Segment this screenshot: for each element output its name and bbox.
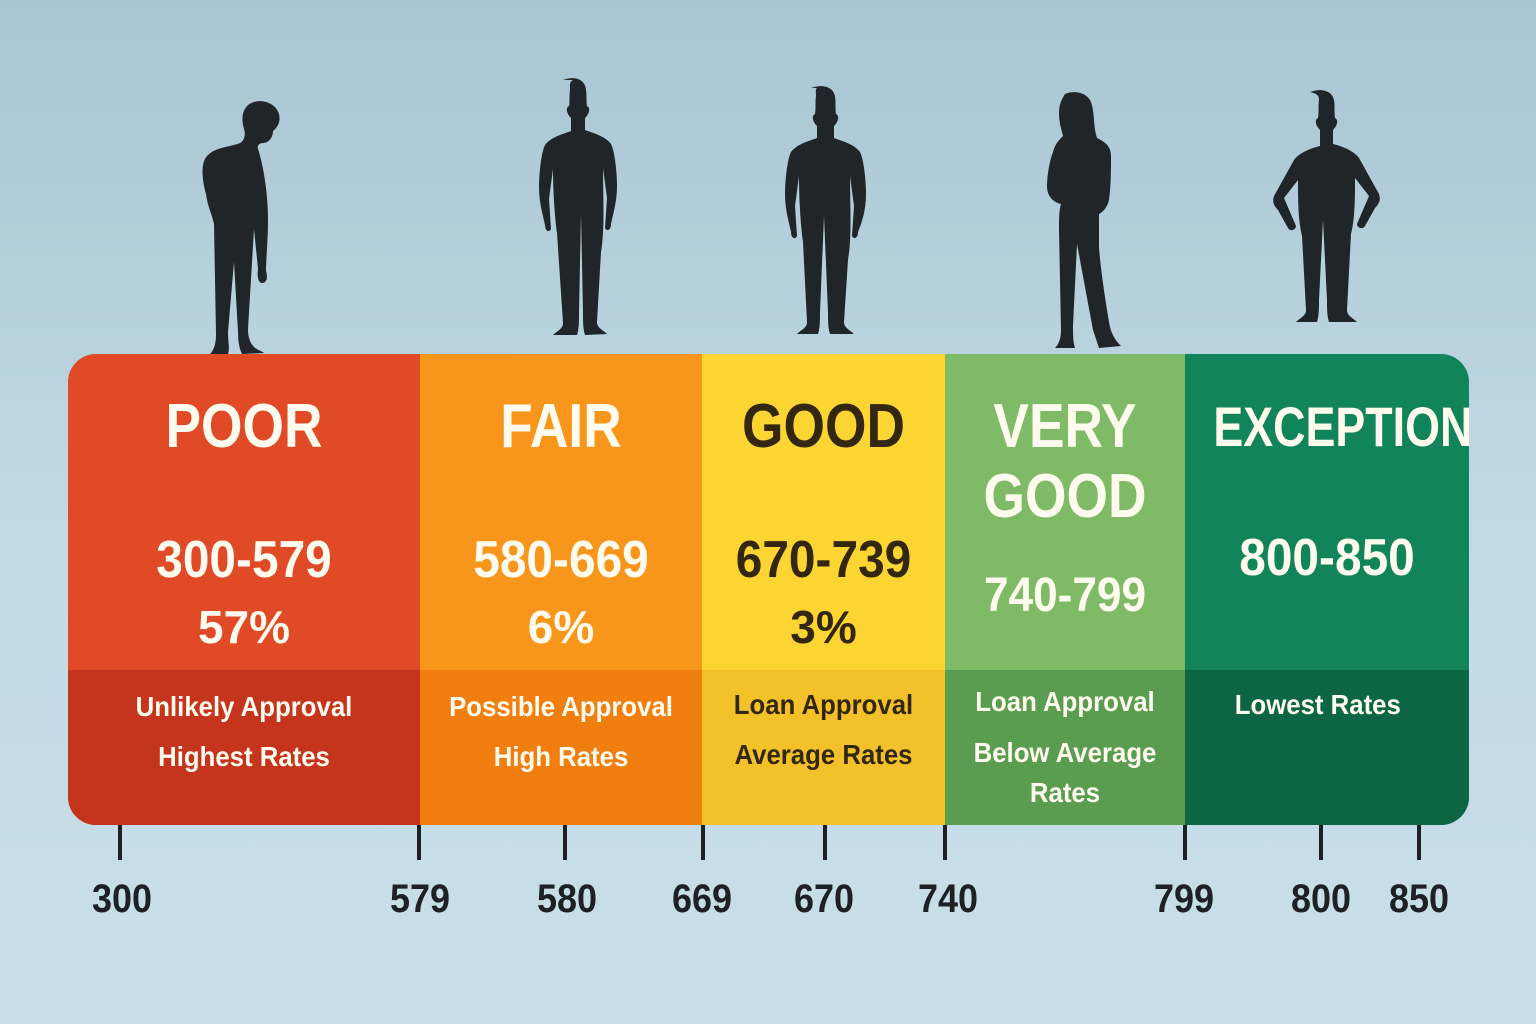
axis-tick — [1183, 825, 1187, 860]
axis-tick-label: 300 — [91, 877, 153, 921]
description-text: Loan Approval Average Rates — [733, 689, 914, 770]
category-label: GOOD — [742, 392, 905, 461]
silhouette-figures — [0, 0, 1536, 356]
axis-tick — [563, 825, 567, 860]
range-label: 580-669 — [473, 531, 649, 589]
percent-label: 3% — [790, 601, 857, 653]
category-label: FAIR — [500, 392, 622, 461]
range-label: 800-850 — [1239, 529, 1415, 587]
segment-poor: POOR 300-579 57% Unlikely Approval Highe… — [68, 354, 420, 825]
range-label: 670-739 — [735, 531, 912, 589]
category-label: POOR — [165, 392, 323, 461]
segment-good: GOOD 670-739 3% Loan Approval Average Ra… — [702, 354, 945, 825]
description-text: Lowest Rates — [1234, 689, 1401, 720]
category-label-line-1: VERY — [993, 392, 1137, 461]
axis-tick-label: 579 — [389, 877, 451, 921]
description-panel: Unlikely Approval Highest Rates — [68, 670, 420, 825]
axis-tick-label: 740 — [917, 877, 979, 921]
axis-tick-label: 800 — [1290, 877, 1352, 921]
axis-tick — [943, 825, 947, 860]
credit-score-bar: POOR 300-579 57% Unlikely Approval Highe… — [68, 354, 1469, 825]
description-text: Possible Approval High Rates — [449, 691, 673, 772]
axis-tick — [823, 825, 827, 860]
range-label: 300-579 — [156, 531, 332, 589]
axis-tick-label: 669 — [671, 877, 733, 921]
segment-very-good: VERY GOOD 740-799 Loan Approval Below Av… — [945, 354, 1185, 825]
description-panel: Possible Approval High Rates — [420, 670, 702, 825]
person-standing-icon — [773, 84, 869, 356]
axis-tick-label: 580 — [536, 877, 598, 921]
percent-label: 6% — [527, 601, 595, 653]
axis-tick-label: 850 — [1388, 877, 1450, 921]
segment-fair: FAIR 580-669 6% Possible Approval High R… — [420, 354, 702, 825]
segment-exceptional: EXCEPTIONAL 800-850 Lowest Rates — [1185, 354, 1469, 825]
category-label-line-2: GOOD — [983, 462, 1147, 531]
axis-tick — [118, 825, 122, 860]
description-panel: Loan Approval Average Rates — [702, 670, 945, 825]
person-hands-on-hips-icon — [1258, 88, 1384, 356]
person-woman-arms-crossed-icon — [1035, 90, 1125, 356]
description-panel: Loan Approval Below Average Rates — [945, 670, 1185, 825]
description-text: Unlikely Approval Highest Rates — [135, 691, 353, 772]
axis-tick — [1319, 825, 1323, 860]
person-hands-in-pockets-icon — [527, 76, 619, 356]
axis-tick — [417, 825, 421, 860]
description-text: Loan Approval Below Average Rates — [973, 686, 1157, 808]
range-label: 740-799 — [983, 569, 1147, 622]
person-slouching-icon — [196, 100, 286, 356]
axis-tick-label: 670 — [793, 877, 855, 921]
category-label: EXCEPTIONAL — [1213, 395, 1469, 458]
percent-label: 57% — [197, 601, 291, 653]
axis-tick-label: 799 — [1153, 877, 1215, 921]
axis-tick — [1417, 825, 1421, 860]
score-axis: 300 579 580 669 670 740 799 800 850 — [0, 825, 1536, 945]
axis-tick — [701, 825, 705, 860]
description-panel: Lowest Rates — [1185, 670, 1469, 825]
